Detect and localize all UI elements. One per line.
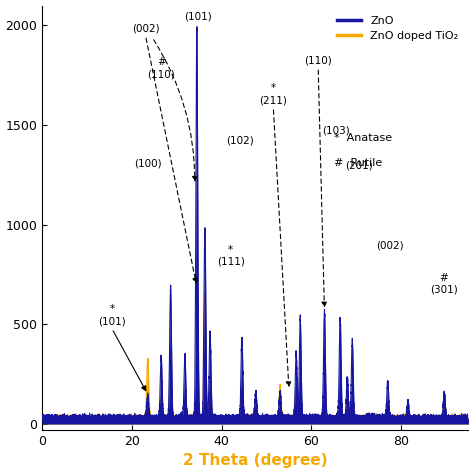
Text: (211): (211) [259, 95, 287, 105]
X-axis label: 2 Theta (degree): 2 Theta (degree) [183, 454, 328, 468]
Text: (100): (100) [134, 159, 162, 169]
Text: (002): (002) [376, 241, 404, 251]
Text: (111): (111) [217, 256, 245, 266]
Text: (002): (002) [132, 23, 159, 34]
Legend: ZnO, ZnO doped TiO₂: ZnO, ZnO doped TiO₂ [333, 11, 463, 46]
Text: #: # [157, 57, 165, 67]
Text: #  Rutile: # Rutile [334, 158, 383, 168]
Text: (103): (103) [322, 125, 350, 135]
Text: *: * [109, 304, 114, 314]
Text: (110): (110) [304, 55, 332, 65]
Text: (201): (201) [345, 161, 373, 171]
Text: (110): (110) [147, 69, 175, 79]
Text: *: * [228, 245, 233, 255]
Text: (102): (102) [226, 135, 254, 145]
Text: *  Anatase: * Anatase [334, 133, 392, 143]
Text: (101): (101) [183, 11, 211, 21]
Text: *: * [271, 83, 276, 93]
Text: (301): (301) [430, 284, 458, 294]
Text: #: # [439, 273, 448, 283]
Text: (101): (101) [98, 317, 126, 327]
